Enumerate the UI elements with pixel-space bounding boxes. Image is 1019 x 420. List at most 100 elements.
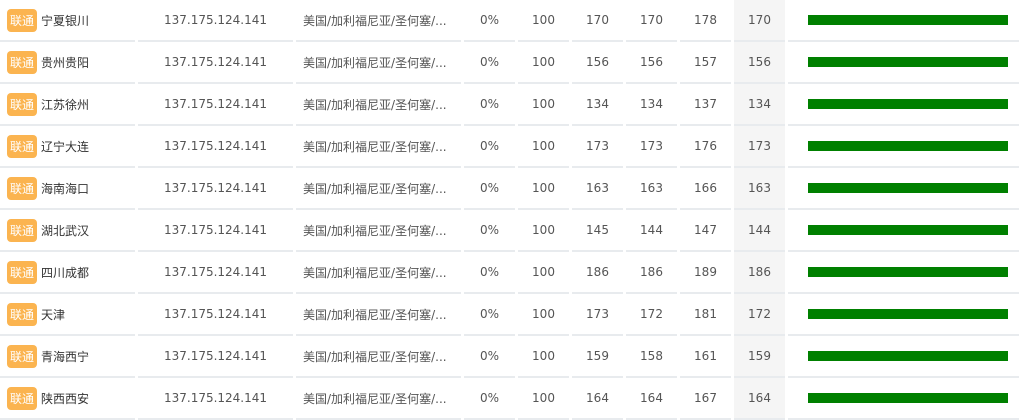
location-cell: 美国/加利福尼亚/圣何塞/... xyxy=(296,168,461,210)
isp-badge: 联通 xyxy=(7,50,38,74)
latency-bar-cell xyxy=(788,126,1019,168)
node-cell: 联通 贵州贵阳 xyxy=(0,42,135,84)
last-cell: 164 xyxy=(572,378,623,420)
isp-badge: 联通 xyxy=(7,386,38,410)
loss-cell: 0% xyxy=(464,294,515,336)
node-cell: 联通 青海西宁 xyxy=(0,336,135,378)
last-cell: 134 xyxy=(572,84,623,126)
ip-cell: 137.175.124.141 xyxy=(138,126,293,168)
latency-bar xyxy=(808,183,1008,193)
avg-cell: 159 xyxy=(734,336,785,378)
avg-cell: 156 xyxy=(734,42,785,84)
table-row: 联通 天津 137.175.124.141 美国/加利福尼亚/圣何塞/... 0… xyxy=(0,294,1019,336)
loss-cell: 0% xyxy=(464,126,515,168)
isp-badge: 联通 xyxy=(7,260,38,284)
best-cell: 158 xyxy=(626,336,677,378)
isp-badge: 联通 xyxy=(7,176,38,200)
avg-cell: 186 xyxy=(734,252,785,294)
city-label: 陕西西安 xyxy=(41,391,90,406)
last-cell: 163 xyxy=(572,168,623,210)
sent-cell: 100 xyxy=(518,252,569,294)
latency-bar xyxy=(808,267,1008,277)
location-cell: 美国/加利福尼亚/圣何塞/... xyxy=(296,0,461,42)
location-cell: 美国/加利福尼亚/圣何塞/... xyxy=(296,252,461,294)
sent-cell: 100 xyxy=(518,378,569,420)
sent-cell: 100 xyxy=(518,168,569,210)
last-cell: 156 xyxy=(572,42,623,84)
avg-cell: 170 xyxy=(734,0,785,42)
isp-badge: 联通 xyxy=(7,218,38,242)
latency-bar-cell xyxy=(788,252,1019,294)
latency-bar xyxy=(808,141,1008,151)
avg-cell: 134 xyxy=(734,84,785,126)
latency-bar-track xyxy=(808,57,1008,67)
latency-bar-track xyxy=(808,99,1008,109)
worst-cell: 161 xyxy=(680,336,731,378)
best-cell: 144 xyxy=(626,210,677,252)
latency-bar-cell xyxy=(788,168,1019,210)
loss-cell: 0% xyxy=(464,252,515,294)
worst-cell: 189 xyxy=(680,252,731,294)
table-row: 联通 贵州贵阳 137.175.124.141 美国/加利福尼亚/圣何塞/...… xyxy=(0,42,1019,84)
node-cell: 联通 天津 xyxy=(0,294,135,336)
table-row: 联通 海南海口 137.175.124.141 美国/加利福尼亚/圣何塞/...… xyxy=(0,168,1019,210)
ip-cell: 137.175.124.141 xyxy=(138,378,293,420)
city-label: 海南海口 xyxy=(41,181,90,196)
best-cell: 163 xyxy=(626,168,677,210)
best-cell: 186 xyxy=(626,252,677,294)
node-cell: 联通 宁夏银川 xyxy=(0,0,135,42)
ip-cell: 137.175.124.141 xyxy=(138,252,293,294)
latency-bar xyxy=(808,393,1008,403)
isp-badge: 联通 xyxy=(7,92,38,116)
table-row: 联通 宁夏银川 137.175.124.141 美国/加利福尼亚/圣何塞/...… xyxy=(0,0,1019,42)
worst-cell: 167 xyxy=(680,378,731,420)
loss-cell: 0% xyxy=(464,0,515,42)
worst-cell: 181 xyxy=(680,294,731,336)
location-cell: 美国/加利福尼亚/圣何塞/... xyxy=(296,126,461,168)
worst-cell: 176 xyxy=(680,126,731,168)
latency-bar-track xyxy=(808,267,1008,277)
latency-bar-track xyxy=(808,141,1008,151)
location-cell: 美国/加利福尼亚/圣何塞/... xyxy=(296,210,461,252)
node-cell: 联通 湖北武汉 xyxy=(0,210,135,252)
latency-bar-track xyxy=(808,309,1008,319)
table-row: 联通 江苏徐州 137.175.124.141 美国/加利福尼亚/圣何塞/...… xyxy=(0,84,1019,126)
city-label: 江苏徐州 xyxy=(41,97,90,112)
ip-cell: 137.175.124.141 xyxy=(138,84,293,126)
node-cell: 联通 陕西西安 xyxy=(0,378,135,420)
latency-bar xyxy=(808,351,1008,361)
loss-cell: 0% xyxy=(464,84,515,126)
worst-cell: 178 xyxy=(680,0,731,42)
location-cell: 美国/加利福尼亚/圣何塞/... xyxy=(296,378,461,420)
table-row: 联通 四川成都 137.175.124.141 美国/加利福尼亚/圣何塞/...… xyxy=(0,252,1019,294)
latency-bar-cell xyxy=(788,84,1019,126)
best-cell: 173 xyxy=(626,126,677,168)
sent-cell: 100 xyxy=(518,294,569,336)
ip-cell: 137.175.124.141 xyxy=(138,210,293,252)
isp-badge: 联通 xyxy=(7,134,38,158)
loss-cell: 0% xyxy=(464,336,515,378)
sent-cell: 100 xyxy=(518,126,569,168)
latency-bar xyxy=(808,309,1008,319)
location-cell: 美国/加利福尼亚/圣何塞/... xyxy=(296,84,461,126)
latency-bar-cell xyxy=(788,210,1019,252)
latency-bar-track xyxy=(808,183,1008,193)
sent-cell: 100 xyxy=(518,84,569,126)
latency-bar-cell xyxy=(788,42,1019,84)
worst-cell: 166 xyxy=(680,168,731,210)
worst-cell: 157 xyxy=(680,42,731,84)
city-label: 宁夏银川 xyxy=(41,13,90,28)
latency-bar-track xyxy=(808,393,1008,403)
sent-cell: 100 xyxy=(518,336,569,378)
best-cell: 170 xyxy=(626,0,677,42)
city-label: 四川成都 xyxy=(41,265,90,280)
location-cell: 美国/加利福尼亚/圣何塞/... xyxy=(296,294,461,336)
table-row: 联通 湖北武汉 137.175.124.141 美国/加利福尼亚/圣何塞/...… xyxy=(0,210,1019,252)
isp-badge: 联通 xyxy=(7,302,38,326)
table-row: 联通 陕西西安 137.175.124.141 美国/加利福尼亚/圣何塞/...… xyxy=(0,378,1019,420)
loss-cell: 0% xyxy=(464,210,515,252)
latency-bar-cell xyxy=(788,294,1019,336)
latency-bar xyxy=(808,15,1008,25)
best-cell: 172 xyxy=(626,294,677,336)
